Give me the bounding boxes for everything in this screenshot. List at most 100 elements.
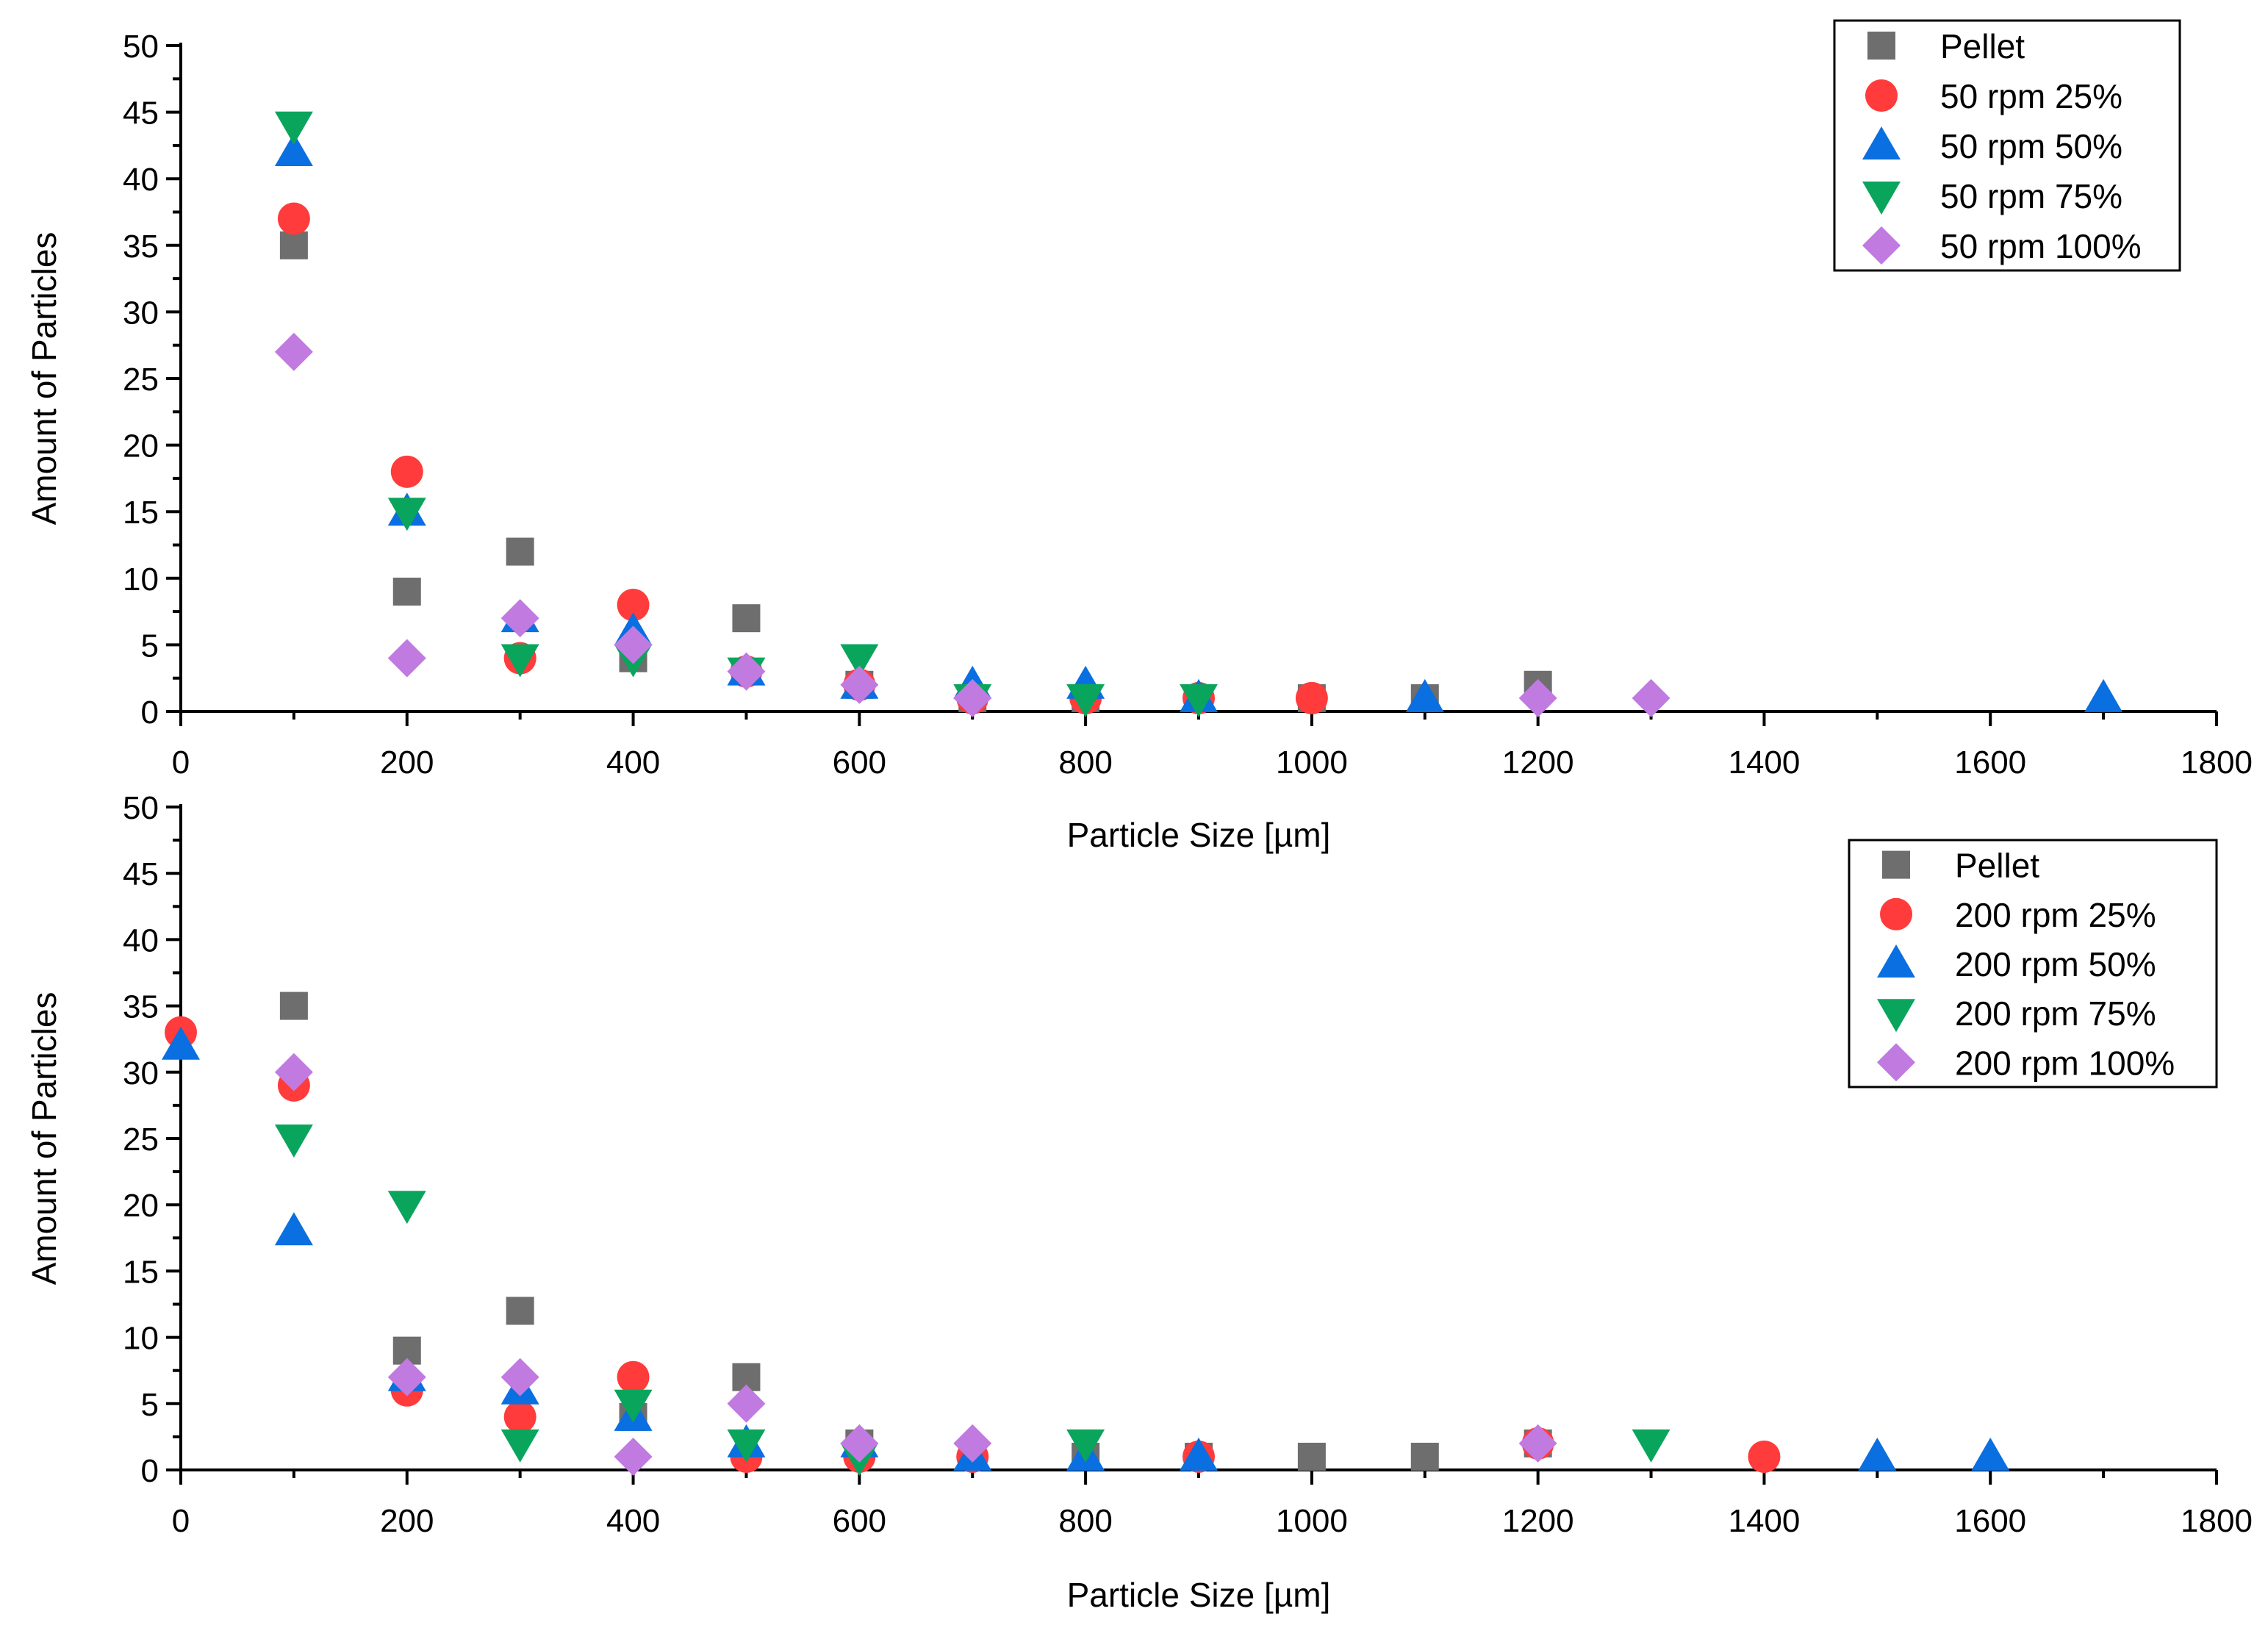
y-tick-label: 50 <box>123 790 159 826</box>
legend-marker <box>1877 1043 1915 1082</box>
data-point <box>390 455 423 488</box>
data-point <box>614 625 653 664</box>
y-tick-label: 0 <box>141 1453 159 1489</box>
legend-label: 200 rpm 25% <box>1955 896 2156 934</box>
data-point <box>500 1429 539 1463</box>
y-axis-title: Amount of Particles <box>25 232 63 526</box>
y-tick-label: 30 <box>123 295 159 331</box>
legend-marker <box>1862 126 1901 159</box>
data-point <box>1971 1437 2010 1471</box>
data-point <box>617 589 650 622</box>
x-tick-label: 200 <box>380 745 434 781</box>
y-tick-label: 10 <box>123 1321 159 1357</box>
data-point <box>1748 1440 1781 1473</box>
y-tick-label: 25 <box>123 1122 159 1158</box>
x-tick-label: 800 <box>1058 745 1112 781</box>
legend-marker <box>1867 32 1895 60</box>
data-point <box>279 991 308 1020</box>
data-point <box>1405 678 1444 712</box>
data-point <box>1632 1429 1671 1463</box>
y-tick-label: 50 <box>123 29 159 65</box>
data-point <box>500 1358 539 1396</box>
x-axis-title: Particle Size [µm] <box>1067 1576 1331 1614</box>
y-tick-label: 15 <box>123 1254 159 1290</box>
x-tick-label: 0 <box>172 1503 190 1539</box>
data-point <box>617 1360 650 1394</box>
series-circle <box>165 1016 1781 1473</box>
y-tick-label: 20 <box>123 428 159 465</box>
legend-label: 200 rpm 50% <box>1955 945 2156 983</box>
y-tick-label: 5 <box>141 628 159 664</box>
x-tick-label: 1400 <box>1728 1503 1800 1539</box>
series-triangle-down <box>274 1125 1671 1476</box>
data-point <box>1297 1442 1326 1471</box>
data-point <box>614 1389 653 1423</box>
legend-marker <box>1862 226 1901 265</box>
legend-marker <box>1877 944 1915 978</box>
y-tick-label: 40 <box>123 162 159 198</box>
data-point <box>1632 678 1671 717</box>
data-point <box>1518 678 1557 717</box>
data-point <box>953 678 992 717</box>
data-point <box>727 652 766 691</box>
chart-panel-bottom: 0 5 10 15 20 25 30 35 40 45 50 0 200 400 600 800 1000 120… <box>25 790 2253 1614</box>
legend-label: 50 rpm 100% <box>1940 227 2142 265</box>
series-triangle-up <box>162 1026 2010 1471</box>
x-tick-label: 1600 <box>1954 1503 2026 1539</box>
data-point <box>1410 1442 1439 1471</box>
x-tick-label: 1400 <box>1728 745 1800 781</box>
legend-marker <box>1877 999 1915 1033</box>
y-tick-label: 0 <box>141 695 159 731</box>
data-point <box>1858 1437 1897 1471</box>
data-point <box>274 1052 313 1091</box>
y-tick-label: 30 <box>123 1055 159 1091</box>
data-point <box>840 1424 879 1463</box>
y-tick-label: 35 <box>123 229 159 265</box>
x-tick-label: 200 <box>380 1503 434 1539</box>
x-tick-label: 400 <box>606 1503 660 1539</box>
data-point <box>500 599 539 638</box>
y-tick-label: 45 <box>123 96 159 132</box>
data-point <box>279 231 308 259</box>
data-point <box>2084 678 2123 712</box>
series-square <box>279 991 1552 1471</box>
series-diamond <box>274 332 1671 717</box>
data-point <box>392 577 421 606</box>
data-point <box>162 1026 200 1060</box>
legend-box <box>1848 839 2218 1089</box>
x-tick-label: 1800 <box>2181 745 2253 781</box>
legend-marker <box>1882 850 1910 879</box>
legend-label: 200 rpm 100% <box>1955 1044 2175 1082</box>
chart-panel-top: 0 5 10 15 20 25 30 35 40 45 50 0 200 400 600 800 1000 120… <box>25 19 2253 854</box>
x-tick-label: 1600 <box>1954 745 2026 781</box>
data-point <box>387 498 426 531</box>
data-point <box>274 111 313 145</box>
data-point <box>1180 1437 1218 1471</box>
data-point <box>1518 1424 1557 1463</box>
data-point <box>274 1125 313 1158</box>
data-point <box>277 202 310 235</box>
y-tick-label: 5 <box>141 1387 159 1423</box>
legend-marker <box>1865 79 1898 112</box>
data-point <box>953 1424 992 1463</box>
data-point <box>840 665 879 704</box>
data-point <box>387 1191 426 1224</box>
data-point <box>506 1297 534 1325</box>
y-tick-label: 10 <box>123 562 159 598</box>
y-tick-label: 45 <box>123 856 159 892</box>
y-tick-label: 25 <box>123 362 159 398</box>
data-point <box>614 1437 653 1476</box>
x-tick-label: 0 <box>172 745 190 781</box>
data-point <box>274 1212 313 1246</box>
data-point <box>500 644 539 678</box>
y-tick-label: 40 <box>123 922 159 958</box>
data-point <box>1066 1429 1105 1463</box>
x-tick-label: 1000 <box>1276 745 1348 781</box>
y-tick-label: 15 <box>123 495 159 531</box>
x-tick-label: 1200 <box>1502 745 1574 781</box>
data-point <box>1066 684 1105 717</box>
x-tick-label: 800 <box>1058 1503 1112 1539</box>
data-point <box>840 644 879 678</box>
y-tick-label: 20 <box>123 1188 159 1224</box>
